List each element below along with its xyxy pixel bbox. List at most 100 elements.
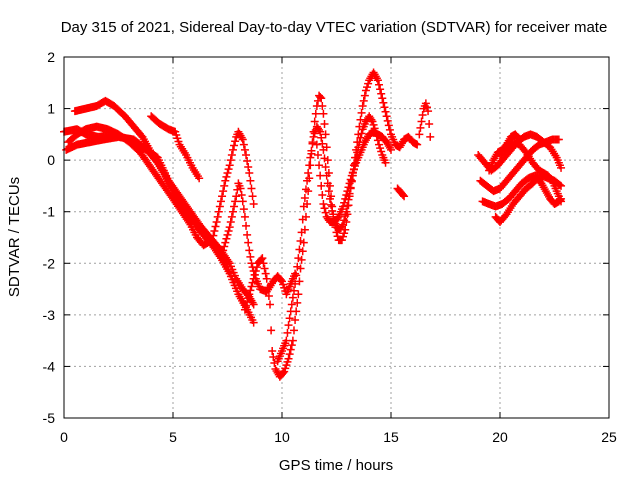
data-point xyxy=(315,126,324,135)
data-point xyxy=(323,179,332,188)
data-point xyxy=(258,254,267,263)
data-point xyxy=(359,96,368,105)
data-point xyxy=(376,144,385,153)
data-point xyxy=(216,254,225,263)
data-point xyxy=(259,259,268,268)
data-point xyxy=(424,107,433,116)
data-point xyxy=(244,163,253,172)
data-point xyxy=(325,194,334,203)
data-point xyxy=(249,274,258,283)
data-point xyxy=(237,190,246,199)
data-point xyxy=(227,150,236,159)
data-point xyxy=(357,129,366,138)
data-point xyxy=(213,212,222,221)
data-point xyxy=(379,98,388,107)
data-point xyxy=(232,192,241,201)
data-point xyxy=(287,341,296,350)
data-point xyxy=(303,176,312,185)
data-point xyxy=(295,245,304,254)
data-point xyxy=(293,298,302,307)
data-point xyxy=(319,199,328,208)
data-point xyxy=(324,187,333,196)
data-point xyxy=(426,132,435,141)
data-point xyxy=(267,326,276,335)
data-point xyxy=(346,175,355,184)
data-point xyxy=(251,267,260,276)
data-point xyxy=(246,252,255,261)
data-point xyxy=(261,269,270,278)
data-point xyxy=(375,140,384,149)
data-point xyxy=(367,115,376,124)
data-point xyxy=(244,294,253,303)
data-point xyxy=(363,83,372,92)
data-point xyxy=(209,231,218,240)
x-axis-label: GPS time / hours xyxy=(279,457,393,474)
data-point xyxy=(260,264,269,273)
data-point xyxy=(289,326,298,335)
data-point xyxy=(238,135,247,144)
data-point xyxy=(279,368,288,377)
data-point xyxy=(282,336,291,345)
data-point xyxy=(557,197,566,206)
data-point xyxy=(299,202,308,211)
data-point xyxy=(222,234,231,243)
data-point xyxy=(327,200,336,209)
data-point xyxy=(246,286,255,295)
data-point xyxy=(195,174,204,183)
data-point xyxy=(225,161,234,170)
data-point xyxy=(243,297,252,306)
data-point xyxy=(417,117,426,126)
data-point xyxy=(263,283,272,292)
data-point xyxy=(295,277,304,286)
x-tick-label: 15 xyxy=(383,429,399,445)
data-point xyxy=(249,300,258,309)
data-point xyxy=(236,184,245,193)
data-point xyxy=(515,135,524,144)
data-point xyxy=(381,158,390,167)
data-point xyxy=(247,282,256,291)
y-tick-label: 2 xyxy=(47,49,55,65)
data-point xyxy=(377,147,386,156)
data-point xyxy=(557,163,566,172)
data-point xyxy=(220,181,229,190)
data-point xyxy=(226,218,235,227)
data-point xyxy=(340,198,349,207)
x-tick-label: 5 xyxy=(169,429,177,445)
data-point xyxy=(300,193,309,202)
data-point xyxy=(337,236,346,245)
data-point xyxy=(226,156,235,165)
data-point xyxy=(305,161,314,170)
data-point xyxy=(246,176,255,185)
data-point xyxy=(319,145,328,154)
data-point xyxy=(297,228,306,237)
series-track-6 xyxy=(216,179,300,299)
data-point xyxy=(422,103,431,112)
data-point xyxy=(208,236,217,245)
data-point xyxy=(285,314,294,323)
data-point xyxy=(373,76,382,85)
data-point xyxy=(311,109,320,118)
data-point xyxy=(221,238,230,247)
data-point xyxy=(321,208,330,217)
data-point xyxy=(284,354,293,363)
data-point xyxy=(340,216,349,225)
data-point xyxy=(215,202,224,211)
data-point xyxy=(385,125,394,134)
data-point xyxy=(310,129,319,138)
data-point xyxy=(285,350,294,359)
data-point xyxy=(293,262,302,271)
data-point xyxy=(316,127,325,136)
data-point xyxy=(307,146,316,155)
data-point xyxy=(312,140,321,149)
data-point xyxy=(185,218,194,227)
data-point xyxy=(421,99,430,108)
data-point xyxy=(310,117,319,126)
data-point xyxy=(360,91,369,100)
data-point xyxy=(320,120,329,129)
data-point xyxy=(320,204,329,213)
data-point xyxy=(555,180,564,189)
data-point xyxy=(219,246,228,255)
data-point xyxy=(321,163,330,172)
data-point xyxy=(378,94,387,103)
